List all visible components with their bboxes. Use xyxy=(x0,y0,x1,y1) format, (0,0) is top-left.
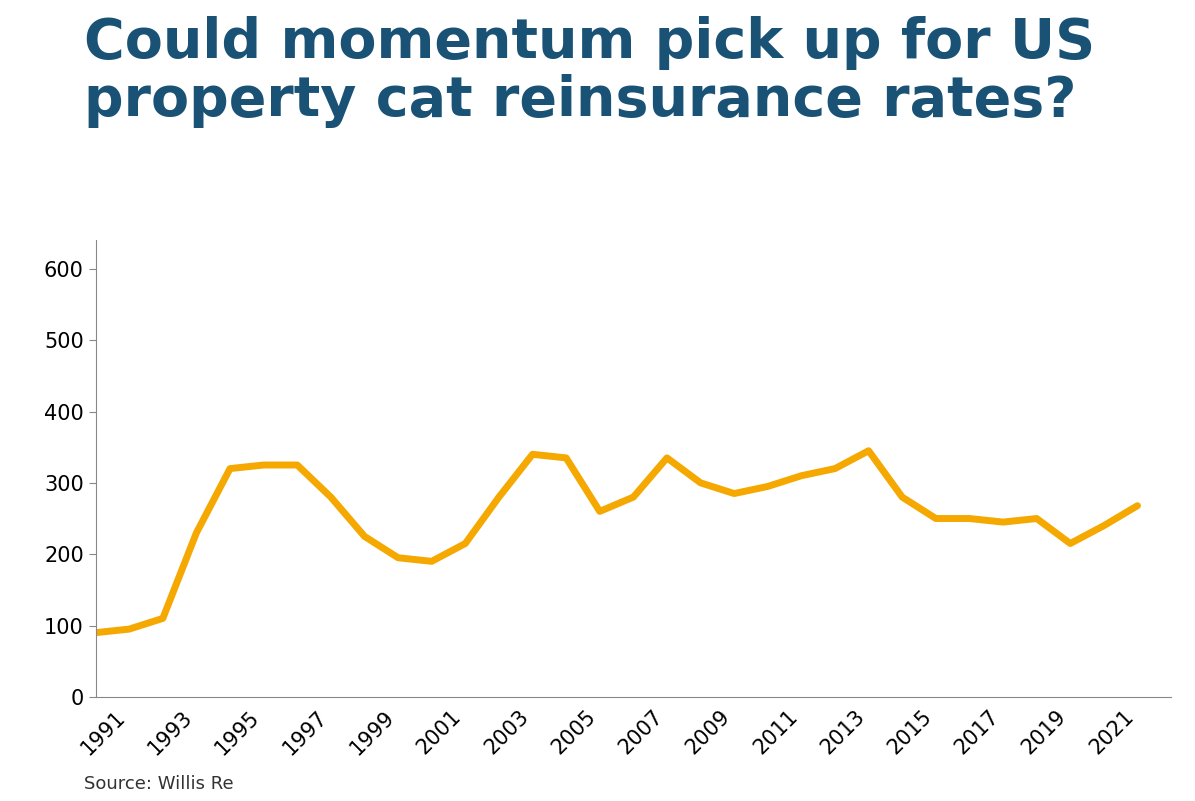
Text: Could momentum pick up for US
property cat reinsurance rates?: Could momentum pick up for US property c… xyxy=(84,16,1095,128)
Text: Source: Willis Re: Source: Willis Re xyxy=(84,775,233,793)
